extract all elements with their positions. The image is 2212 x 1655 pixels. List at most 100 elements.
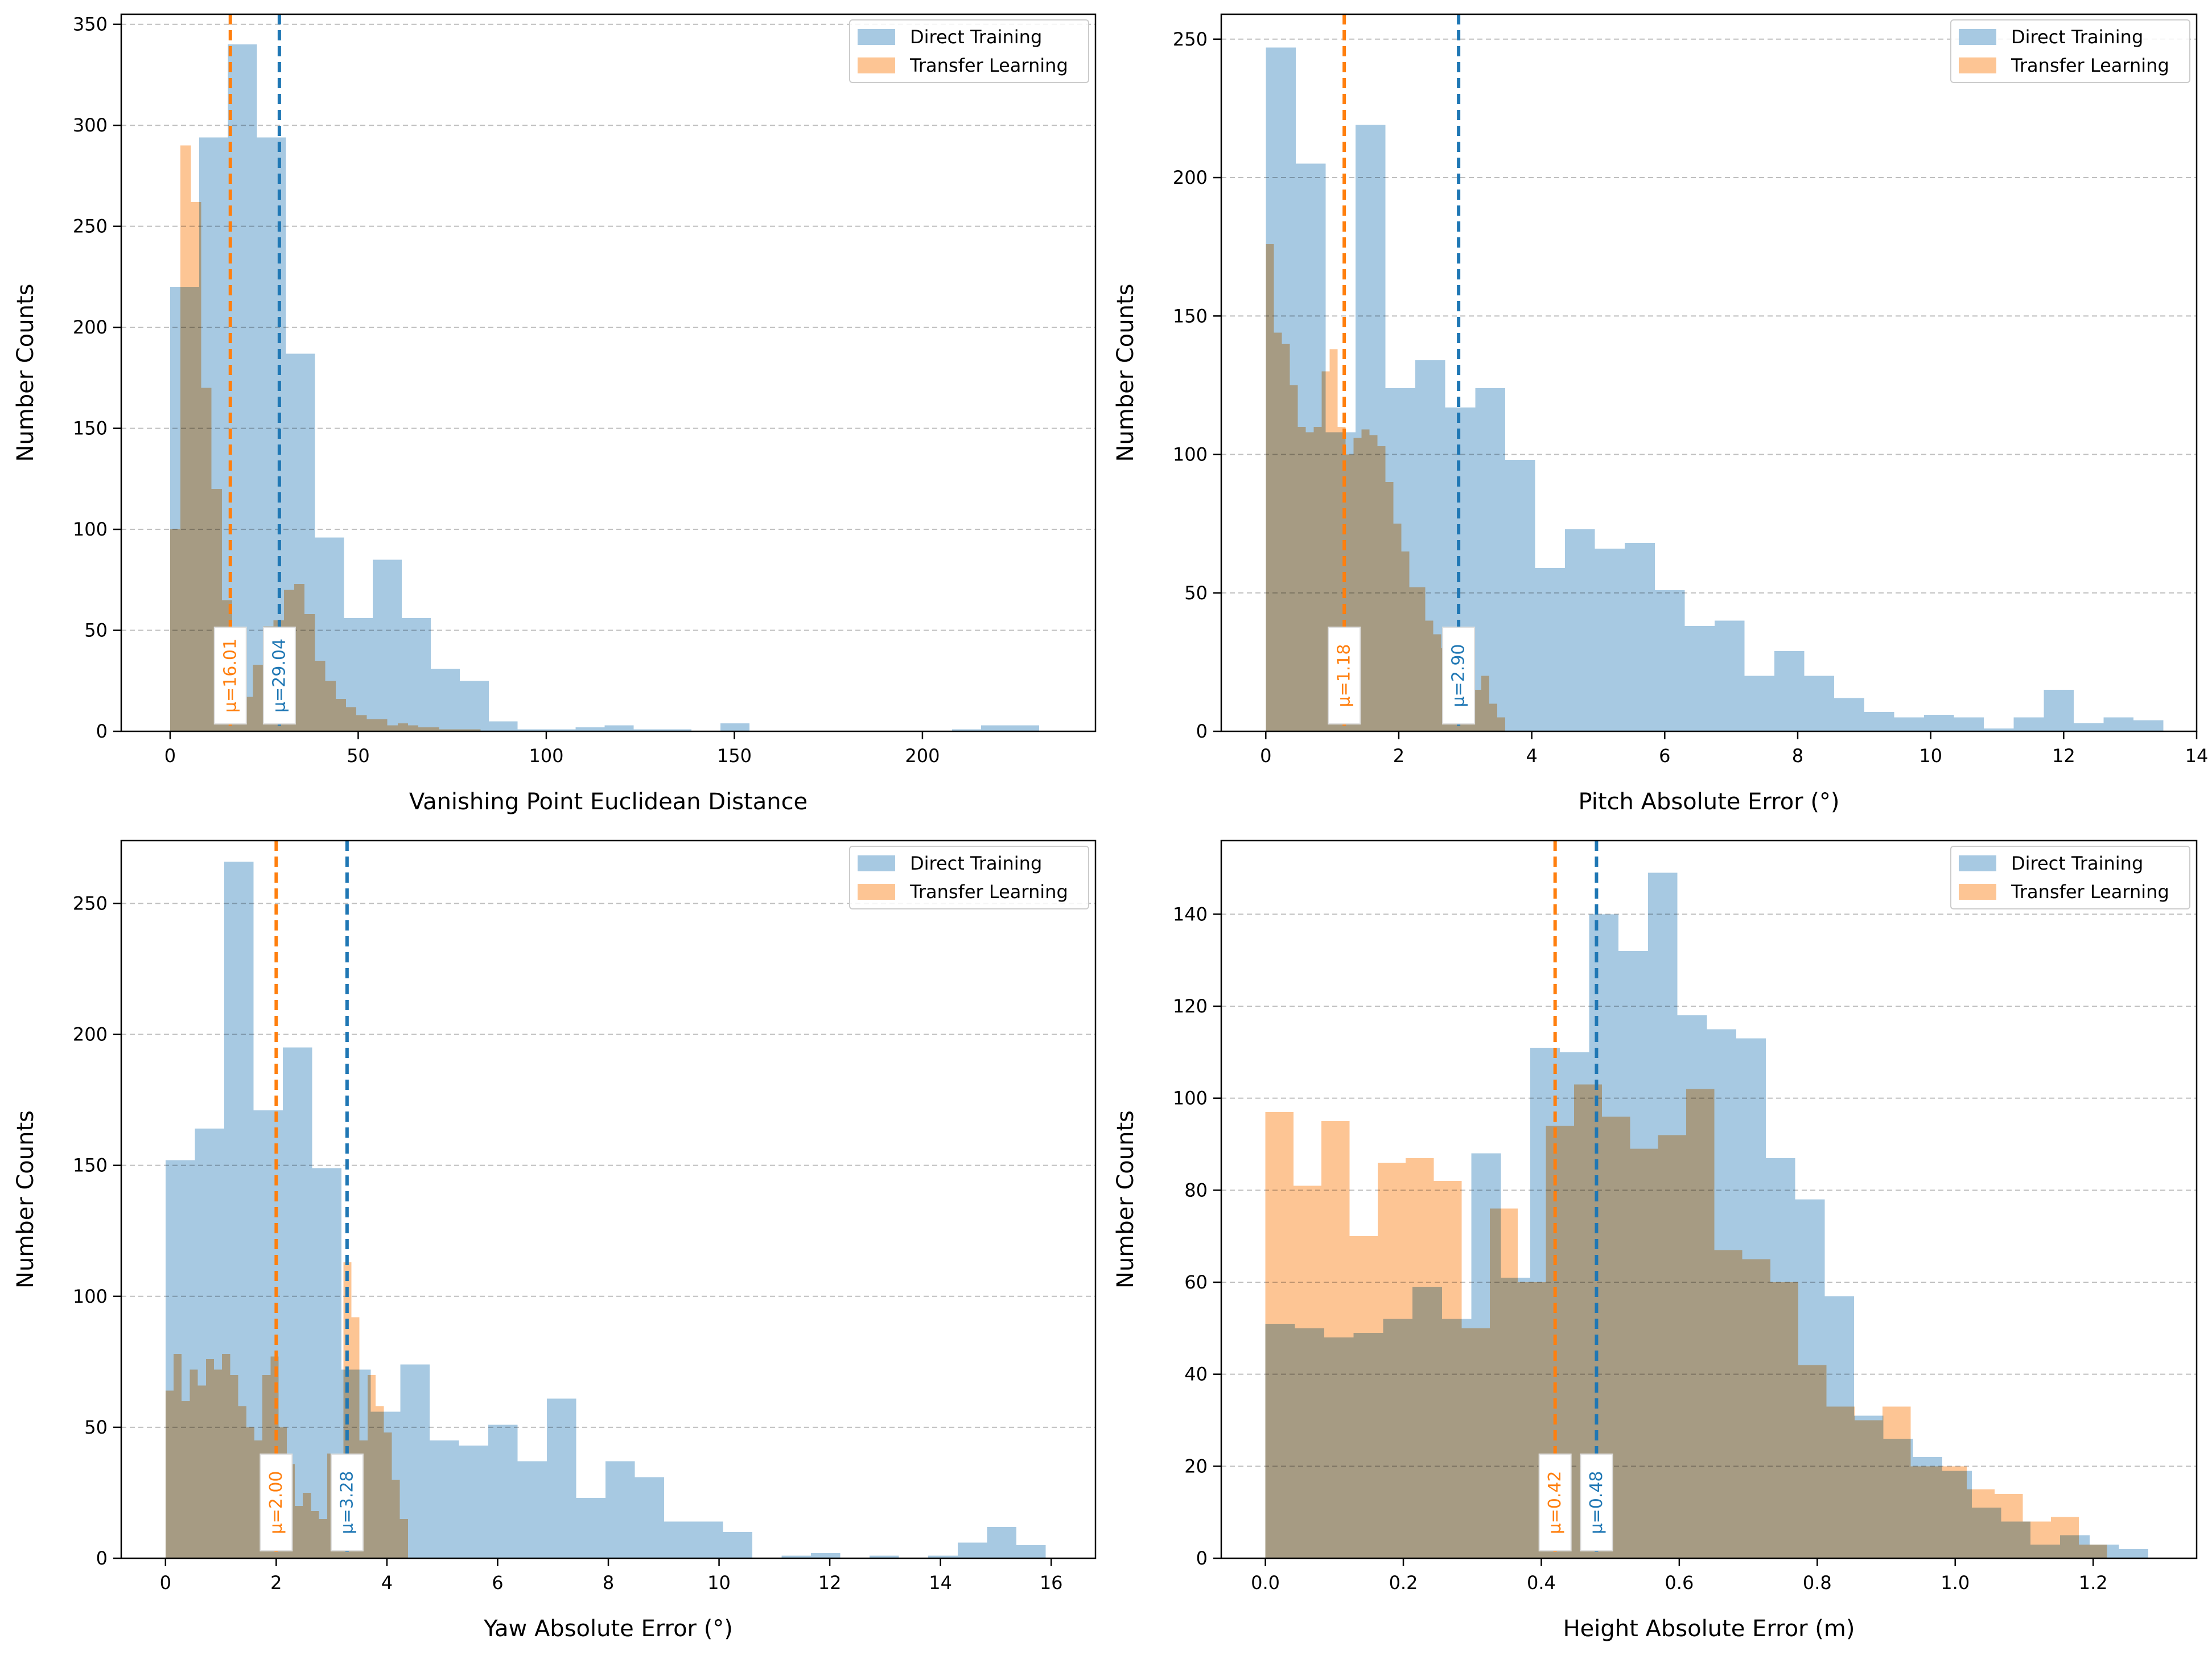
histogram-bar (459, 1446, 488, 1558)
x-tick-label: 100 (529, 745, 563, 767)
y-tick-label: 150 (73, 1155, 108, 1176)
legend-label: Transfer Learning (2011, 881, 2169, 903)
histogram-bar (1313, 426, 1322, 731)
histogram-bar (1938, 1466, 1967, 1558)
mean-label: μ=2.90 (1449, 644, 1469, 707)
mean-label: μ=29.04 (269, 639, 289, 713)
histogram-bar (517, 729, 547, 731)
y-tick-label: 50 (1184, 582, 1208, 604)
y-tick-label: 120 (1173, 995, 1208, 1017)
y-tick-label: 0 (1196, 1547, 1208, 1569)
histogram-bar (635, 1477, 665, 1558)
y-tick-label: 100 (1173, 444, 1208, 466)
histogram-bar (1714, 620, 1745, 731)
y-tick-label: 100 (73, 1286, 108, 1307)
x-tick-label: 50 (347, 745, 370, 767)
x-axis-label: Pitch Absolute Error (°) (1578, 789, 1839, 815)
legend-label: Direct Training (2011, 853, 2143, 874)
y-tick-label: 250 (1173, 28, 1208, 50)
histogram-bar (418, 727, 429, 731)
histogram-bar (575, 727, 605, 731)
histogram-bar (1417, 587, 1426, 731)
mean-label-box (262, 627, 296, 724)
histogram-bar (197, 1385, 206, 1558)
axes-frame (1220, 839, 2198, 1559)
y-axis-label: Number Counts (1113, 1110, 1139, 1288)
x-tick-label: 4 (381, 1572, 393, 1594)
legend-frame (1950, 846, 2190, 909)
x-tick-label: 1.0 (1941, 1572, 1970, 1594)
legend-swatch (858, 884, 895, 900)
histogram-bar (373, 559, 402, 731)
histogram-bar (408, 725, 419, 731)
histogram-bar (439, 729, 450, 731)
histogram-bar (1770, 1282, 1799, 1558)
legend-swatch (858, 57, 895, 73)
histogram-bar (1489, 703, 1497, 731)
histogram-bar (981, 725, 1010, 731)
histogram-bar (1744, 676, 1775, 731)
x-tick-label: 10 (707, 1572, 731, 1594)
histogram-bar (311, 1511, 319, 1558)
histogram-bar (384, 1432, 392, 1558)
x-tick-label: 12 (2052, 745, 2075, 767)
histogram-bar (459, 681, 489, 731)
histogram-bar (2119, 1549, 2149, 1558)
legend-swatch (1959, 855, 1996, 871)
legend-label: Transfer Learning (909, 55, 1068, 76)
histogram-bar (870, 1555, 899, 1558)
x-tick-label: 0.2 (1389, 1572, 1418, 1594)
y-tick-label: 150 (1173, 305, 1208, 327)
x-tick-label: 0 (160, 1572, 171, 1594)
mean-label-box (1580, 1454, 1613, 1551)
histogram-bar (174, 1354, 182, 1558)
y-tick-label: 150 (73, 418, 108, 439)
histogram-bar (319, 1518, 327, 1558)
histogram-bar (429, 1440, 459, 1558)
x-tick-label: 14 (2185, 745, 2209, 767)
histogram-bar (1010, 725, 1039, 731)
legend-frame (1950, 19, 2190, 83)
histogram-bar (397, 723, 409, 731)
histogram-bar (1377, 1162, 1406, 1558)
y-tick-label: 50 (84, 620, 108, 641)
histogram-bar (294, 583, 305, 731)
mean-label-box (330, 1454, 364, 1551)
y-tick-label: 250 (73, 892, 108, 914)
histogram-bar (488, 721, 518, 731)
x-tick-label: 8 (603, 1572, 614, 1594)
x-tick-label: 0 (1260, 745, 1271, 767)
x-tick-label: 0 (164, 745, 176, 767)
legend-frame (849, 846, 1089, 909)
y-tick-label: 60 (1184, 1271, 1208, 1293)
x-tick-label: 12 (818, 1572, 842, 1594)
y-tick-label: 100 (1173, 1088, 1208, 1109)
mean-label: μ=2.00 (266, 1471, 286, 1534)
axes-frame (120, 13, 1097, 732)
y-tick-label: 50 (84, 1417, 108, 1438)
x-tick-label: 8 (1792, 745, 1803, 767)
histogram-bar (928, 1555, 958, 1558)
x-tick-label: 0.0 (1251, 1572, 1280, 1594)
histogram-bar (633, 729, 663, 731)
x-tick-label: 16 (1040, 1572, 1063, 1594)
histogram-bar (1864, 711, 1894, 731)
histogram-bar (230, 1374, 238, 1558)
histogram-bar (1954, 717, 1984, 731)
legend: Direct Training Transfer Learning (849, 846, 1089, 909)
histogram-bar (546, 729, 576, 731)
histogram-bar (1684, 626, 1715, 731)
histogram-bar (376, 1406, 384, 1558)
histogram-bar (214, 1369, 223, 1558)
histogram-bar (190, 1369, 198, 1558)
histogram-bar (335, 699, 346, 731)
histogram-bar (170, 529, 181, 731)
histogram-bar (429, 727, 439, 731)
x-tick-label: 150 (717, 745, 752, 767)
histogram-bar (952, 729, 982, 731)
mean-label-box (1538, 1454, 1572, 1551)
mean-label-box (213, 627, 247, 724)
histogram-bar (1434, 1181, 1462, 1558)
legend-swatch (1959, 29, 1996, 45)
histogram-bar (367, 1374, 376, 1558)
